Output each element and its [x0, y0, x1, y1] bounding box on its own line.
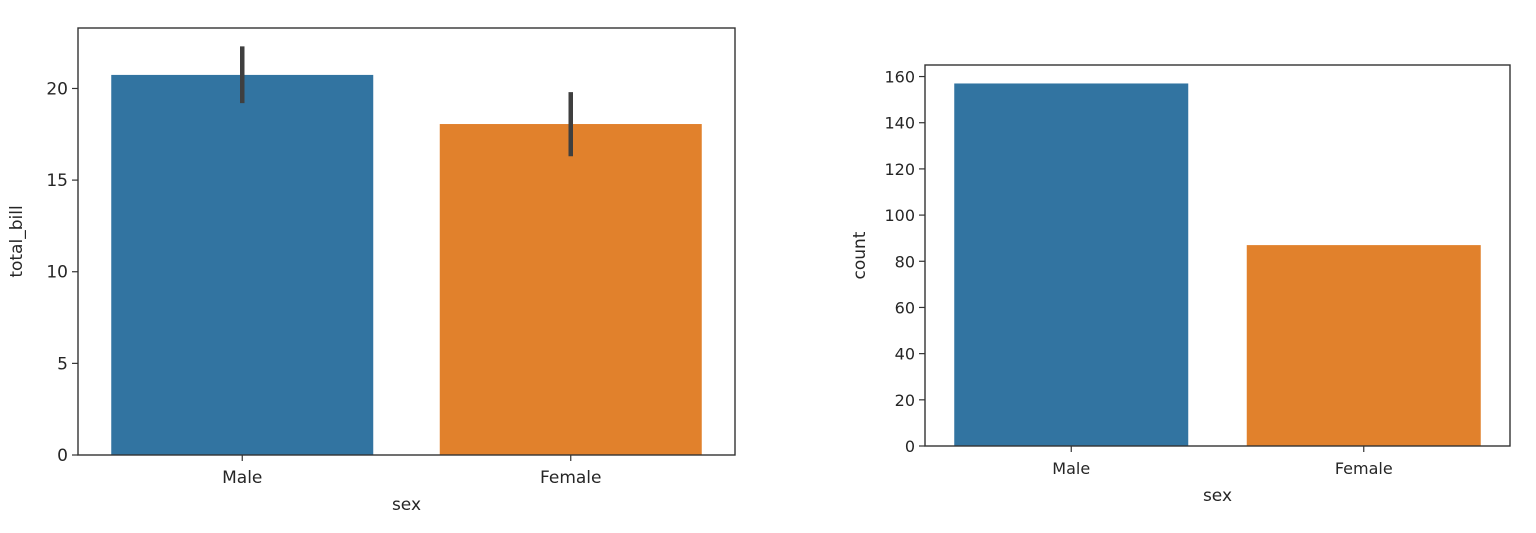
- bar-male: [954, 83, 1189, 447]
- error-bars: [240, 46, 573, 157]
- bar-female: [1246, 245, 1481, 446]
- x-tick-label: Male: [222, 468, 262, 488]
- y-axis-label: count: [850, 231, 870, 279]
- x-tick-label: Female: [1335, 459, 1393, 478]
- axes-frame: [77, 27, 736, 456]
- y-tick-label: 15: [46, 171, 68, 191]
- bar-male: [111, 74, 374, 455]
- x-axis-label: sex: [392, 495, 421, 515]
- y-tick-label: 80: [895, 252, 915, 271]
- x-axis-ticks: Male Female: [222, 455, 601, 488]
- countplot-sex: 0 20 40 60 80 100 120 140 160 Male Female sex cou…: [850, 64, 1511, 506]
- y-axis-ticks: 0 5 10 15 20: [46, 79, 78, 466]
- x-axis-label: sex: [1203, 486, 1232, 506]
- y-tick-label: 20: [895, 391, 915, 410]
- y-tick-label: 5: [57, 354, 68, 374]
- bars: [111, 74, 702, 456]
- barplot-total-bill: 0 5 10 15 20 Male Female sex total_bill: [7, 27, 736, 515]
- x-tick-label: Female: [540, 468, 601, 488]
- bar-female: [439, 124, 702, 456]
- y-tick-label: 120: [884, 160, 915, 179]
- y-tick-label: 10: [46, 263, 68, 283]
- y-tick-label: 40: [895, 345, 915, 364]
- y-tick-label: 0: [57, 446, 68, 466]
- y-axis-label: total_bill: [7, 205, 27, 277]
- y-tick-label: 20: [46, 79, 68, 99]
- bars: [954, 83, 1481, 447]
- y-tick-label: 140: [884, 114, 915, 133]
- y-tick-label: 160: [884, 68, 915, 87]
- x-axis-ticks: Male Female: [1052, 446, 1393, 478]
- x-tick-label: Male: [1052, 459, 1090, 478]
- y-axis-ticks: 0 20 40 60 80 100 120 140 160: [884, 68, 925, 456]
- y-tick-label: 0: [905, 437, 915, 456]
- axes-frame: [924, 64, 1511, 447]
- y-tick-label: 100: [884, 206, 915, 225]
- y-tick-label: 60: [895, 298, 915, 317]
